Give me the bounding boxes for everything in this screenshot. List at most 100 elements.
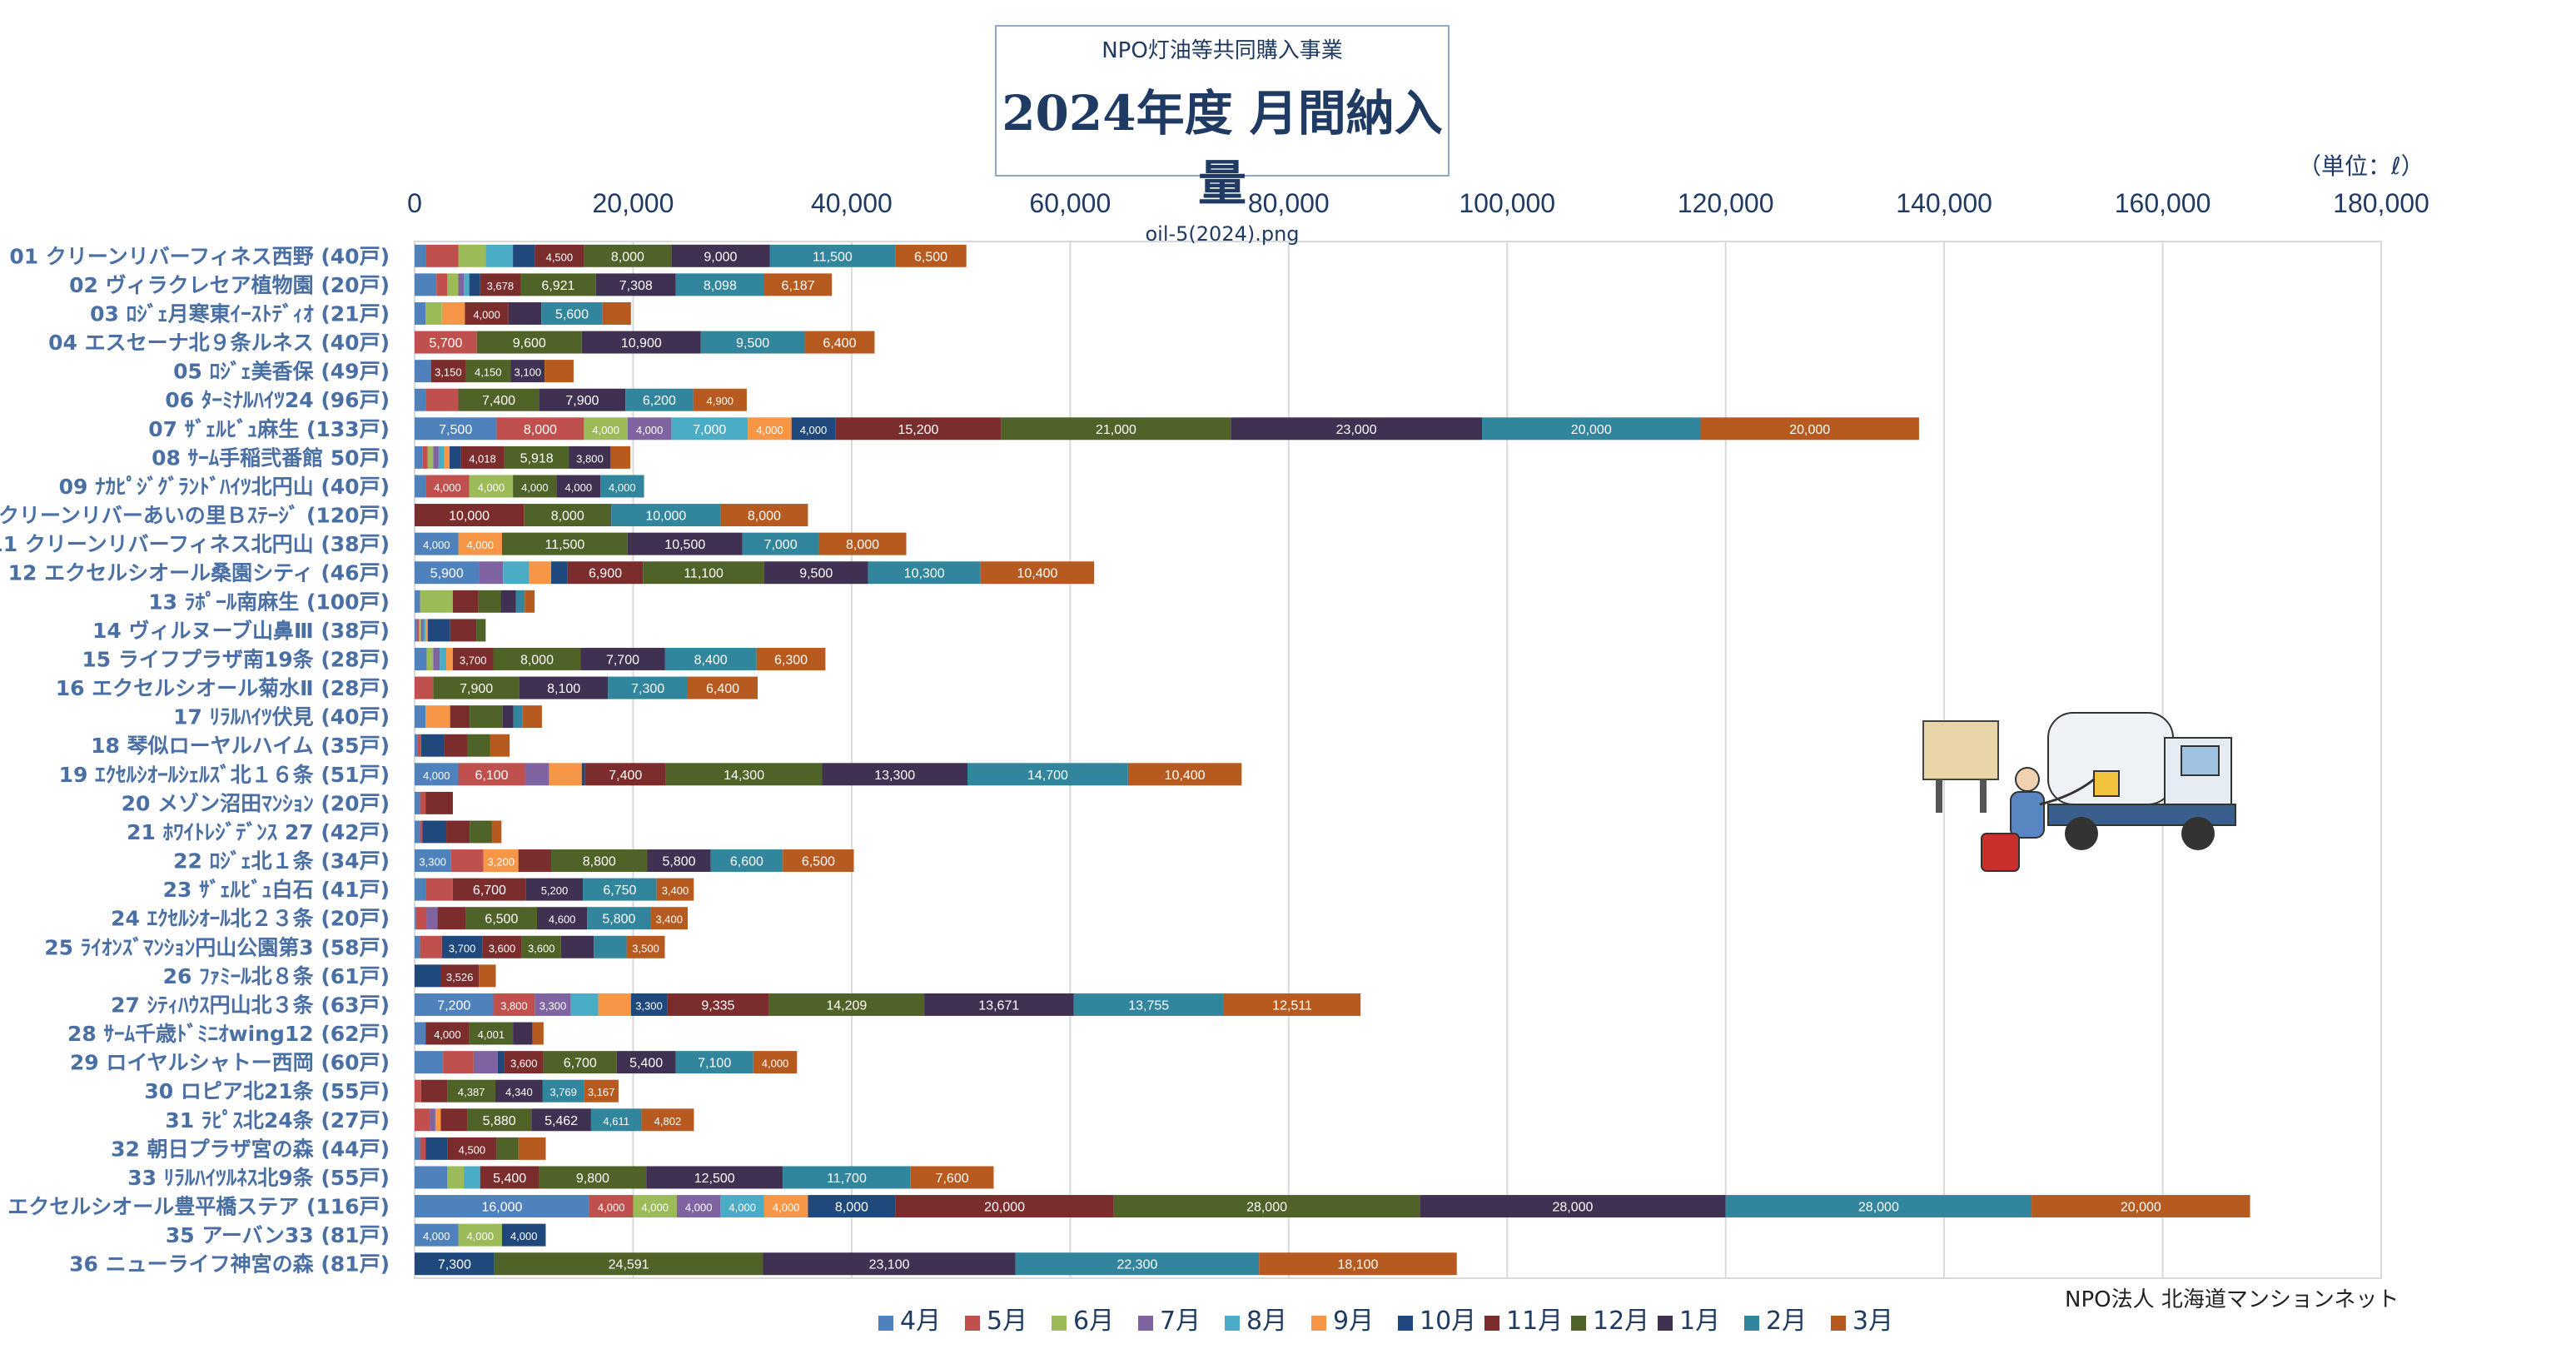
bar-segment [610, 446, 631, 469]
bar-segment [1113, 1195, 1420, 1218]
bar-segment [671, 417, 748, 441]
bar-segment [480, 1166, 540, 1189]
bar-segment [2031, 1195, 2250, 1218]
bar-segment [536, 907, 588, 930]
bar-segment [415, 763, 459, 786]
bar-segment [482, 935, 522, 958]
data-label: 13,300 [874, 769, 915, 783]
bar-segment [783, 1166, 911, 1189]
bar-segment [423, 619, 426, 642]
bar-segment [465, 907, 537, 930]
bar-segment [500, 590, 516, 613]
bar-segment [446, 820, 470, 844]
category-label: 28 ｻｰﾑ千歳ﾄﾞﾐﾆｵwing12 (62戸) [67, 1022, 390, 1046]
bar-segment [420, 590, 453, 613]
data-label: 11,700 [827, 1172, 867, 1186]
data-label: 6,500 [485, 913, 518, 927]
data-label: 20,000 [984, 1201, 1025, 1215]
bar-segment [458, 1223, 502, 1247]
bar-segment [490, 734, 510, 757]
data-label: 14,300 [724, 769, 764, 783]
bar-segment [437, 907, 466, 930]
category-label: 03 ﾛｼﾞｪ月寒東ｲｰｽﾄﾃﾞｨｵ (21戸) [90, 301, 390, 326]
bar-segment [504, 446, 569, 469]
bar-segment [910, 1166, 994, 1189]
bar-segment [430, 1108, 435, 1132]
bar-segment [924, 993, 1074, 1016]
bar-segment [420, 734, 445, 757]
legend-swatch [1052, 1316, 1067, 1331]
bar-segment [415, 301, 426, 325]
bar-segment [470, 705, 503, 729]
bar-segment [447, 1079, 495, 1103]
bar-segment [633, 1195, 677, 1218]
data-label: 8,000 [846, 538, 879, 552]
bar-segment [415, 647, 427, 670]
bar-segment [415, 1051, 444, 1074]
x-tick-label: 140,000 [1896, 188, 1992, 218]
data-label: 8,000 [611, 250, 644, 264]
bar-segment [518, 1137, 546, 1160]
bar-segment [756, 647, 826, 670]
bar-segment [535, 244, 584, 267]
category-label: 01 クリーンリバーフィネス西野 (40戸) [9, 244, 390, 268]
bar-segment [458, 273, 465, 296]
data-label: 28,000 [1552, 1201, 1593, 1215]
bar-segment [493, 993, 535, 1016]
data-label: 20,000 [2121, 1201, 2161, 1215]
bar-segment [438, 446, 445, 469]
bar-segment [416, 619, 420, 642]
bar-segment [531, 1108, 591, 1132]
category-label: 25 ﾗｲｵﾝｽﾞﾏﾝｼｮﾝ円山公園第3 (58戸) [44, 935, 390, 959]
category-label: 14 ヴィルヌーブ山鼻Ⅲ (38戸) [92, 619, 390, 643]
data-label: 3,526 [446, 971, 474, 983]
bar-segment [688, 676, 758, 699]
bar-segment [570, 993, 599, 1016]
bar-segment [1725, 1195, 2032, 1218]
data-label: 4,387 [458, 1086, 485, 1098]
data-label: 3,700 [449, 942, 476, 954]
legend-swatch [878, 1316, 893, 1331]
data-label: 15,200 [898, 423, 938, 437]
bar-segment [818, 532, 907, 555]
data-label: 8,000 [524, 423, 557, 437]
bar-segment [580, 647, 665, 670]
bar-segment [467, 1108, 532, 1132]
bar-segment [522, 705, 542, 729]
bar-segment [415, 734, 418, 757]
data-label: 8,800 [583, 855, 616, 869]
bar-segment [452, 590, 479, 613]
bar-segment [479, 964, 496, 988]
category-label: 33 ﾘﾗﾙﾊｲﾂﾙﾈｽ北9条 (55戸) [127, 1166, 390, 1190]
data-label: 6,300 [774, 653, 808, 667]
data-label: 8,000 [748, 510, 781, 524]
data-label: 10,500 [664, 538, 705, 552]
data-label: 5,900 [430, 567, 464, 581]
data-label: 7,000 [693, 423, 726, 437]
legend-label: 12月 [1593, 1307, 1649, 1336]
bar-segment [415, 417, 497, 441]
bar-segment [584, 763, 666, 786]
category-label: 12 エクセルシオール桑園シティ (46戸) [8, 561, 390, 585]
data-label: 7,000 [764, 538, 798, 552]
bar-segment [664, 647, 757, 670]
category-label: 16 エクセルシオール菊水Ⅱ (28戸) [56, 676, 390, 700]
bar-segment [422, 820, 447, 844]
bar-segment [441, 935, 483, 958]
legend-swatch [1571, 1316, 1586, 1331]
category-label: 30 ロピア北21条 (55戸) [144, 1079, 390, 1103]
bar-segment [587, 907, 651, 930]
bar-segment [419, 619, 421, 642]
bar-segment [525, 878, 584, 901]
bar-segment [427, 446, 434, 469]
bar-segment [967, 763, 1128, 786]
data-label: 20,000 [1571, 423, 1612, 437]
legend-swatch [1398, 1316, 1413, 1331]
bar-segment [667, 993, 769, 1016]
data-label: 6,921 [541, 279, 574, 293]
credit-label: NPO法人 北海道マンションネット [2065, 1287, 2399, 1312]
bar-segment [415, 446, 423, 469]
x-tick-label: 120,000 [1678, 188, 1774, 218]
bar-segment [415, 1195, 589, 1218]
data-label: 21,000 [1096, 423, 1136, 437]
